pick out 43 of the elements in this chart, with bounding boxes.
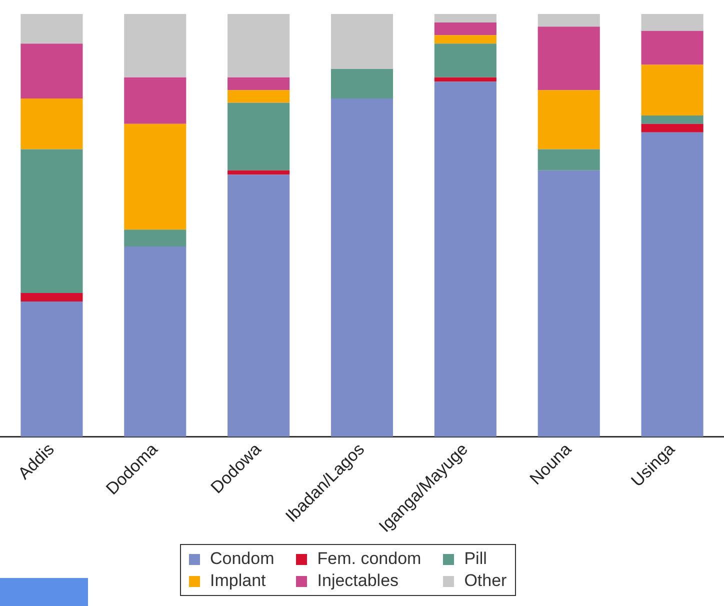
bar [330, 14, 394, 69]
bar [124, 230, 186, 246]
bar [641, 64, 704, 116]
legend-label: Pill [464, 549, 487, 569]
bar [228, 174, 290, 437]
bar [538, 149, 600, 170]
bar [20, 301, 83, 437]
bar [641, 132, 704, 437]
bar [538, 90, 600, 150]
legend-label: Implant [210, 571, 266, 591]
bar [641, 14, 704, 31]
bar [20, 98, 83, 150]
bar [641, 30, 704, 65]
bar [434, 14, 496, 22]
bar [228, 14, 290, 78]
bar [124, 14, 186, 78]
legend-label: Injectables [317, 571, 399, 591]
bar [434, 44, 496, 78]
bar [434, 22, 496, 36]
bar [434, 35, 496, 44]
bar [20, 149, 83, 293]
bar [228, 170, 290, 175]
bar [124, 246, 186, 437]
bar [434, 82, 496, 437]
bar [434, 77, 496, 82]
bar [538, 14, 600, 27]
bar [20, 44, 83, 99]
legend-label: Other [464, 571, 507, 591]
legend-label: Condom [210, 549, 274, 569]
bar [538, 26, 600, 90]
bar [20, 14, 83, 44]
bar [228, 77, 290, 90]
bar [124, 77, 186, 124]
bar [330, 98, 394, 437]
bar [228, 90, 290, 103]
bar [641, 124, 704, 132]
bar [228, 102, 290, 170]
legend-label: Fem. condom [317, 549, 422, 569]
bar [20, 292, 83, 302]
bar [538, 170, 600, 437]
bar [124, 124, 186, 230]
bar [641, 115, 704, 124]
bar [330, 68, 394, 99]
